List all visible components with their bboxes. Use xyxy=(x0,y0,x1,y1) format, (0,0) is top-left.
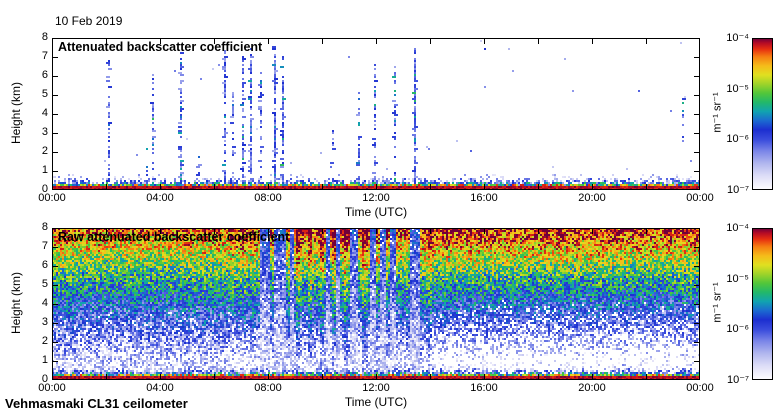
y-tick-label: 1 xyxy=(41,164,48,176)
attenuated-panel: Attenuated backscatter coefficient xyxy=(52,38,700,190)
colorbar-bottom xyxy=(752,228,773,380)
y-tick-label: 6 xyxy=(41,69,48,81)
y-tick-label: 7 xyxy=(41,240,48,252)
x-tick-label: 20:00 xyxy=(578,192,606,204)
y-tick-label: 4 xyxy=(41,107,48,119)
x-tick-label: 00:00 xyxy=(38,382,66,394)
raw-panel: Raw attenuated backscatter coefficient xyxy=(52,228,700,380)
x-tick-label: 00:00 xyxy=(686,382,714,394)
attenuated-heatmap-canvas xyxy=(52,38,700,190)
x-tick-label: 20:00 xyxy=(578,382,606,394)
x-tick-label: 00:00 xyxy=(686,192,714,204)
colorbar-tick-label: 10⁻⁵ xyxy=(726,272,749,285)
colorbar-tick-label: 10⁻⁷ xyxy=(726,184,749,196)
y-tick-label: 5 xyxy=(41,278,48,290)
y-tick-label: 0 xyxy=(41,373,48,385)
x-tick-label: 12:00 xyxy=(362,192,390,204)
x-axis-label-top: Time (UTC) xyxy=(344,205,408,219)
colorbar-bottom-unit-label: m⁻¹ sr⁻¹ xyxy=(711,282,724,323)
x-tick-label: 04:00 xyxy=(146,382,174,394)
colorbar-tick-label: 10⁻⁶ xyxy=(726,323,749,336)
y-tick-label: 3 xyxy=(41,316,48,328)
y-tick-label: 5 xyxy=(41,88,48,100)
x-tick-label: 04:00 xyxy=(146,192,174,204)
y-tick-label: 8 xyxy=(41,31,48,43)
y-axis-label-top: Height (km) xyxy=(9,82,23,145)
x-tick-label: 16:00 xyxy=(470,192,498,204)
x-tick-label: 16:00 xyxy=(470,382,498,394)
y-axis-label-bottom: Height (km) xyxy=(9,272,23,335)
y-tick-label: 2 xyxy=(41,335,48,347)
colorbar-top-canvas xyxy=(752,38,773,190)
colorbar-tick-label: 10⁻⁷ xyxy=(726,374,749,386)
y-tick-label: 6 xyxy=(41,259,48,271)
y-tick-label: 7 xyxy=(41,50,48,62)
y-tick-label: 3 xyxy=(41,126,48,138)
colorbar-top xyxy=(752,38,773,190)
y-tick-label: 8 xyxy=(41,221,48,233)
x-tick-label: 08:00 xyxy=(254,382,282,394)
x-tick-label: 12:00 xyxy=(362,382,390,394)
x-axis-label-bottom: Time (UTC) xyxy=(344,395,408,409)
x-tick-label: 08:00 xyxy=(254,192,282,204)
colorbar-bottom-canvas xyxy=(752,228,773,380)
colorbar-tick-label: 10⁻⁴ xyxy=(726,32,749,44)
x-tick-label: 00:00 xyxy=(38,192,66,204)
colorbar-top-unit-label: m⁻¹ sr⁻¹ xyxy=(711,92,724,133)
colorbar-tick-label: 10⁻⁵ xyxy=(726,82,749,95)
y-tick-label: 2 xyxy=(41,145,48,157)
raw-heatmap-canvas xyxy=(52,228,700,380)
colorbar-tick-label: 10⁻⁶ xyxy=(726,133,749,146)
footer-instrument-label: Vehmasmaki CL31 ceilometer xyxy=(5,396,188,411)
y-tick-label: 0 xyxy=(41,183,48,195)
colorbar-tick-label: 10⁻⁴ xyxy=(726,222,749,234)
y-tick-label: 4 xyxy=(41,297,48,309)
y-tick-label: 1 xyxy=(41,354,48,366)
date-label: 10 Feb 2019 xyxy=(55,14,123,28)
